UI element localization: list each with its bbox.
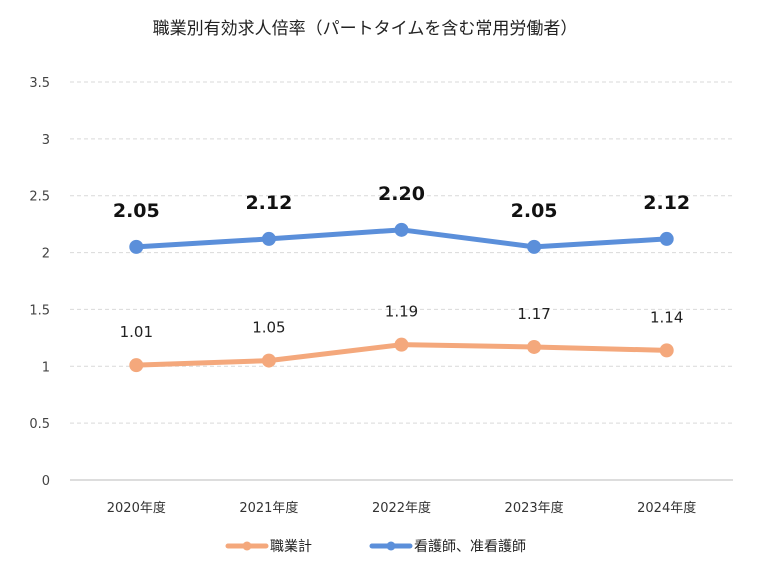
legend-label: 看護師、准看護師 (414, 539, 526, 555)
x-tick-label: 2021年度 (239, 500, 298, 516)
x-tick-label: 2023年度 (505, 500, 564, 516)
data-point (261, 353, 276, 368)
legend-marker (386, 541, 396, 551)
y-tick-label: 1 (42, 360, 50, 375)
y-tick-label: 3.5 (29, 76, 50, 91)
data-point (129, 358, 144, 373)
y-tick-label: 1.5 (29, 303, 50, 318)
y-tick-label: 2.5 (29, 190, 50, 205)
legend-marker (242, 541, 252, 551)
legend-label: 職業計 (270, 539, 312, 555)
data-label: 1.19 (385, 303, 418, 321)
y-tick-label: 0.5 (29, 417, 50, 432)
x-tick-label: 2024年度 (637, 500, 696, 516)
data-point (659, 343, 674, 358)
data-label: 1.17 (517, 305, 550, 323)
data-label: 2.12 (245, 192, 292, 214)
y-tick-label: 2 (42, 247, 50, 262)
x-tick-label: 2020年度 (107, 500, 166, 516)
data-point (261, 231, 276, 246)
data-point (527, 339, 542, 354)
y-tick-label: 3 (42, 133, 50, 148)
data-point (129, 239, 144, 254)
data-label: 2.20 (378, 183, 425, 205)
x-tick-label: 2022年度 (372, 500, 431, 516)
data-label: 1.05 (252, 319, 285, 337)
y-tick-label: 0 (42, 474, 50, 489)
data-label: 2.05 (113, 200, 160, 222)
data-point (394, 337, 409, 352)
data-label: 1.14 (650, 308, 683, 326)
data-point (659, 231, 674, 246)
data-label: 1.01 (120, 323, 153, 341)
chart-title: 職業別有効求人倍率（パートタイムを含む常用労働者） (153, 19, 578, 39)
data-label: 2.12 (643, 192, 690, 214)
data-label: 2.05 (511, 200, 558, 222)
data-point (394, 222, 409, 237)
data-point (527, 239, 542, 254)
